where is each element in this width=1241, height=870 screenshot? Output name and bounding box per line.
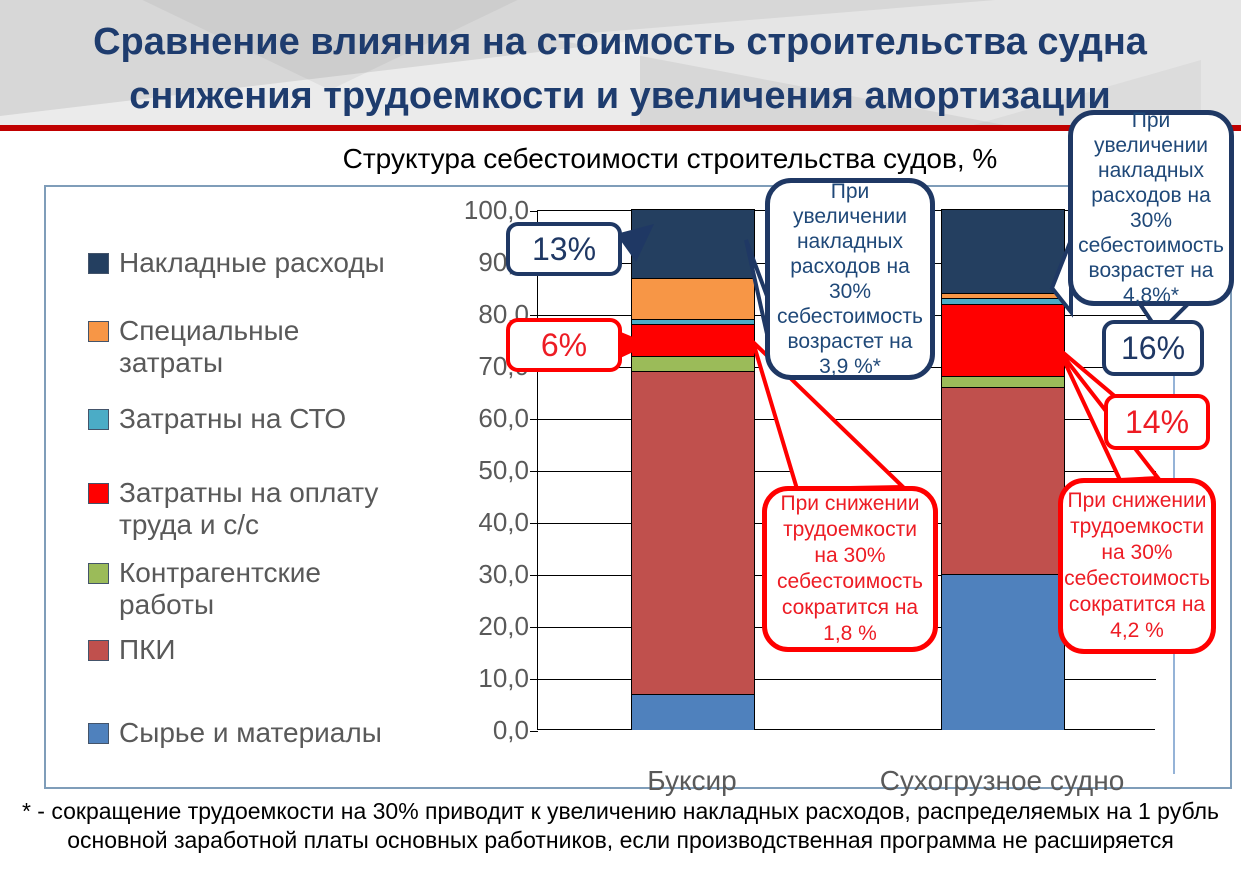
y-tick-label: 0,0 [492,715,529,745]
y-tick-label: 30,0 [478,559,529,589]
callout-note-labor-cargo: При снижении трудоемкости на 30% себесто… [1058,478,1216,654]
legend-swatch [88,723,109,744]
legend-item: Специальные затраты [88,315,409,379]
legend-label: ПКИ [119,634,176,665]
callout-note-labor-tug: При снижении трудоемкости на 30% себесто… [762,486,938,652]
legend-swatch [88,253,109,274]
y-tick-label: 50,0 [478,455,529,485]
legend-item: Затратны на СТО [88,403,409,435]
legend-label: Затратны на СТО [119,403,347,434]
slide-header: Сравнение влияния на стоимость строитель… [0,0,1241,125]
axis-tick [530,731,538,732]
bar-segment [632,210,754,278]
stacked-bar-tug [631,209,755,730]
y-tick-label: 100,0 [463,195,529,225]
x-label-tug: Буксир [647,765,737,796]
bar-segment [942,376,1064,387]
legend-label: Накладные расходы [119,247,385,278]
axis-tick [530,575,538,576]
axis-tick [530,679,538,680]
y-tick-label: 40,0 [478,507,529,537]
bar-segment [942,303,1064,377]
axis-tick [530,523,538,524]
chart-box: Накладные расходы Специальные затраты Затр… [44,185,1232,796]
x-label-cargo: Сухогрузное судно [879,765,1125,796]
legend-item: Сырье и материалы [88,717,409,749]
axis-tick [530,419,538,420]
slide-title: Сравнение влияния на стоимость строитель… [93,21,1147,117]
legend-swatch [88,483,109,504]
gridline [538,679,1156,680]
legend-label: Специальные затраты [119,315,300,378]
legend-item: ПКИ [88,634,409,666]
stacked-bar-cargo [941,209,1065,730]
legend-swatch [88,409,109,430]
bar-segment [632,319,754,325]
legend-label: Сырье и материалы [119,717,382,748]
legend-swatch [88,321,109,342]
y-tick-label: 20,0 [478,611,529,641]
callout-note-overhead-cargo: При увеличении накладных расходов на 30%… [1068,109,1234,307]
chart-title: Структура себестоимости строительства су… [342,143,998,174]
legend-swatch [88,640,109,661]
header-divider [0,125,1241,131]
bar-segment [942,293,1064,299]
callout-13pct: 13% [506,222,622,276]
y-tick-label: 10,0 [478,663,529,693]
bar-segment [942,210,1064,294]
bar-segment [942,386,1064,574]
bar-segment [632,371,754,694]
axis-tick [530,627,538,628]
axis-tick [530,315,538,316]
axis-tick [530,211,538,212]
callout-note-overhead-tug: При увеличении накладных расходов на 30%… [765,178,935,380]
footnote: * - сокращение трудоемкости на 30% приво… [21,798,1220,853]
y-tick-label: 60,0 [478,403,529,433]
bar-segment [632,693,754,730]
bar-segment [942,298,1064,304]
legend-item: Затратны на оплату труда и с/с [88,477,409,541]
callout-6pct: 6% [506,318,622,372]
bar-segment [942,573,1064,730]
legend-item: Контрагентские работы [88,557,409,621]
legend-label: Затратны на оплату труда и с/с [119,477,379,540]
callout-14pct: 14% [1104,394,1210,450]
callout-16pct: 16% [1102,320,1204,376]
legend-label: Контрагентские работы [119,557,321,620]
legend-item: Накладные расходы [88,247,409,279]
axis-tick [530,471,538,472]
legend-swatch [88,563,109,584]
bar-segment [632,324,754,356]
bar-segment [632,277,754,320]
bar-segment [632,355,754,372]
